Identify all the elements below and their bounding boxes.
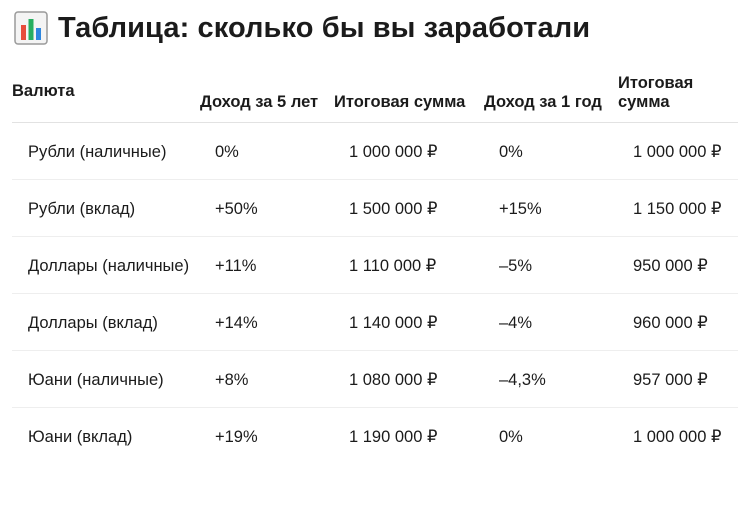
- table-body: Рубли (наличные) 0% 1 000 000 ₽0% 1 000 000…: [12, 122, 738, 465]
- cell-total-1y: 1 000 000 ₽: [618, 122, 738, 180]
- cell-income-1y: 0%: [484, 122, 618, 180]
- earnings-table: Валюта Доход за 5 лет Итоговая сумма Доход …: [12, 70, 738, 464]
- cell-total-5y: 1 110 000 ₽: [334, 236, 484, 294]
- table-header: Валюта Доход за 5 лет Итоговая сумма Доход …: [12, 70, 738, 123]
- cell-income-5y: +50%: [200, 179, 334, 237]
- cell-currency: Юани (наличные): [12, 350, 200, 408]
- header-currency: Валюта: [12, 70, 200, 123]
- cell-income-1y: –4%: [484, 293, 618, 351]
- cell-total-1y: 1 000 000 ₽: [633, 428, 722, 446]
- cell-currency: Рубли (наличные): [12, 122, 200, 180]
- cell-total-5y: 1 190 000 ₽: [349, 428, 438, 446]
- cell-total-5y: 1 140 000 ₽: [334, 293, 484, 351]
- header-income-5y: Доход за 5 лет: [200, 70, 334, 123]
- cell-income-5y: 0%: [200, 122, 334, 180]
- cell-currency: Доллары (наличные): [12, 236, 200, 294]
- cell-income-5y: +19%: [215, 428, 258, 446]
- cell-income-1y: –4,3%: [484, 350, 618, 408]
- cell-total-1y: 950 000 ₽: [618, 236, 738, 294]
- table-row: Доллары (наличные) +11% 1 110 000 ₽ –5% 950 …: [12, 236, 738, 294]
- page-title-text: Таблица: сколько бы вы заработали: [58, 11, 591, 44]
- cell-total-5y: 1 080 000 ₽: [334, 350, 484, 408]
- cell-income-5y: +11%: [200, 236, 334, 294]
- table-row: Рубли (наличные) 0% 1 000 000 ₽0% 1 000 000…: [12, 122, 738, 180]
- table-row: Юани (вклад) +19% 1 190 000 ₽ 0% 1 000 000 ₽: [12, 408, 738, 465]
- bar-chart-icon: [14, 11, 48, 45]
- cell-total-5y: 1 000 000 ₽: [334, 122, 484, 180]
- table-row: Юани (наличные) +8% 1 080 000 ₽ –4,3% 957 00…: [12, 350, 738, 408]
- header-total-1y: Итоговая сумма: [618, 70, 738, 123]
- cell-income-1y: 0%: [499, 428, 523, 446]
- cell-currency: Юани (вклад): [28, 428, 133, 446]
- header-row: Валюта Доход за 5 лет Итоговая сумма Доход …: [12, 70, 738, 123]
- cell-income-1y: +15%: [484, 179, 618, 237]
- table-row: Рубли (вклад) +50% 1 500 000 ₽ +15% 1 150 00…: [12, 179, 738, 237]
- cell-income-1y: –5%: [484, 236, 618, 294]
- cell-currency: Рубли (вклад): [12, 179, 200, 237]
- header-total-5y: Итоговая сумма: [334, 70, 484, 123]
- cell-total-1y: 960 000 ₽: [618, 293, 738, 351]
- header-income-1y: Доход за 1 год: [484, 70, 618, 123]
- table-row: Доллары (вклад) +14% 1 140 000 ₽ –4% 960 000…: [12, 293, 738, 351]
- cell-total-1y: 957 000 ₽: [618, 350, 738, 408]
- cell-total-5y: 1 500 000 ₽: [334, 179, 484, 237]
- cell-total-1y: 1 150 000 ₽: [618, 179, 738, 237]
- cell-income-5y: +8%: [200, 350, 334, 408]
- page-title: Таблица: сколько бы вы заработали: [14, 8, 590, 48]
- cell-income-5y: +14%: [200, 293, 334, 351]
- cell-currency: Доллары (вклад): [12, 293, 200, 351]
